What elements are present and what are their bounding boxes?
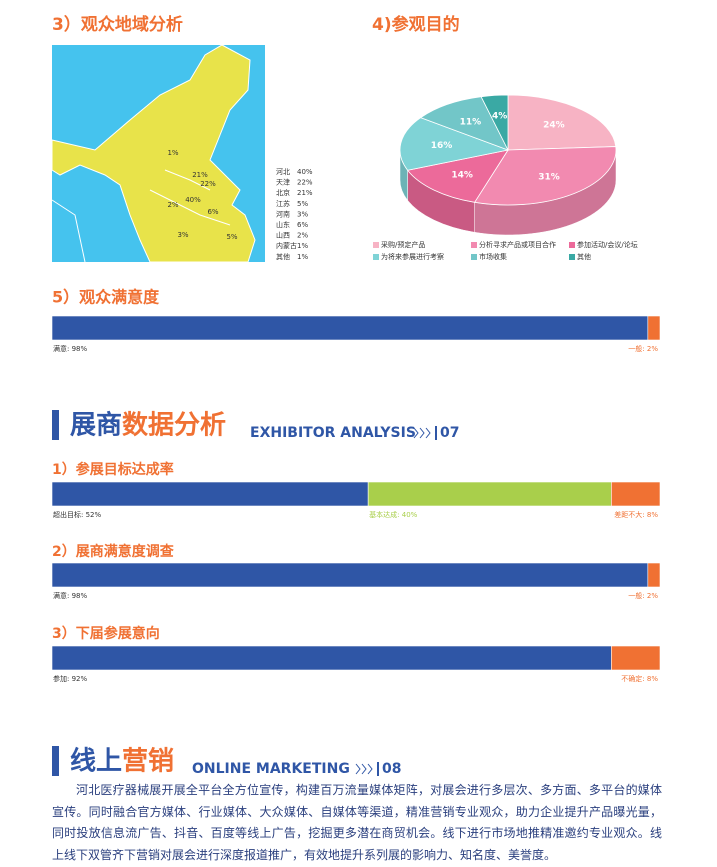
pie-label: 11% xyxy=(460,117,482,127)
bar-segment xyxy=(647,562,661,588)
heading-num: 08 xyxy=(382,761,401,777)
heading-en: EXHIBITOR ANALYSIS xyxy=(250,425,416,441)
legend-swatch xyxy=(471,254,477,260)
map-land xyxy=(51,44,256,263)
legend-name: 山西 xyxy=(276,231,290,240)
pie-slice xyxy=(480,94,509,151)
legend-swatch xyxy=(373,242,379,248)
bar-label: 不确定: 8% xyxy=(621,674,658,683)
legend-swatch xyxy=(373,254,379,260)
bar-segment xyxy=(51,315,649,341)
section-title: 4)参观目的 xyxy=(372,14,460,35)
pie-label: 14% xyxy=(451,170,473,180)
bar-label: 参加: 92% xyxy=(53,674,87,683)
legend-swatch xyxy=(471,242,477,248)
legend-name: 山东 xyxy=(276,220,290,229)
bar-segment xyxy=(647,315,661,341)
legend-label: 为将来参展进行考察 xyxy=(381,252,444,261)
pie-slice xyxy=(419,96,509,151)
legend-label: 采购/预定产品 xyxy=(381,240,425,249)
section-title: 3）观众地域分析 xyxy=(52,14,183,35)
bar-label: 满意: 98% xyxy=(53,591,87,600)
heading-bar xyxy=(52,410,59,440)
heading-main: 展商 xyxy=(70,410,122,441)
pie-label: 16% xyxy=(431,141,453,151)
legend-value: 40% xyxy=(297,168,313,176)
heading-bar xyxy=(52,746,59,776)
legend-label: 其他 xyxy=(577,252,591,261)
legend-value: 21% xyxy=(297,189,313,197)
map-label: 22% xyxy=(200,180,216,188)
pie-slice xyxy=(399,117,510,171)
bar-label: 超出目标: 52% xyxy=(53,510,101,519)
map-label: 3% xyxy=(177,231,188,239)
bar-segment xyxy=(51,481,369,507)
pie-label: 4% xyxy=(492,112,507,122)
chevrons xyxy=(355,763,373,775)
pie-slice xyxy=(406,149,509,203)
legend-name: 江苏 xyxy=(276,199,290,208)
legend-name: 北京 xyxy=(276,188,290,197)
legend-name: 河南 xyxy=(276,209,290,218)
legend-label: 市场收集 xyxy=(479,252,507,261)
section-title: 5）观众满意度 xyxy=(52,288,160,307)
legend-swatch xyxy=(569,254,575,260)
legend-swatch xyxy=(569,242,575,248)
bar-label: 一般: 2% xyxy=(628,344,658,353)
bar-segment xyxy=(51,562,649,588)
legend-name: 内蒙古 xyxy=(276,241,297,250)
legend-value: 6% xyxy=(297,221,308,229)
bar-segment xyxy=(51,645,612,671)
legend-name: 其他 xyxy=(276,252,290,261)
bar-label: 差距不大: 8% xyxy=(614,510,658,519)
legend-label: 分析寻求产品或项目合作 xyxy=(479,240,556,249)
heading-main: 线上 xyxy=(70,747,122,777)
bar-label: 基本达成: 40% xyxy=(369,510,417,519)
map-label: 2% xyxy=(167,201,178,209)
legend-name: 天津 xyxy=(276,179,290,187)
bar-segment xyxy=(611,481,661,507)
legend-value: 22% xyxy=(297,179,313,187)
legend-value: 5% xyxy=(297,200,308,208)
heading-num: 07 xyxy=(440,425,459,441)
map-label: 6% xyxy=(207,208,218,216)
legend-value: 2% xyxy=(297,232,308,240)
bar-segment xyxy=(367,481,612,507)
section-title: 1）参展目标达成率 xyxy=(52,461,174,478)
pie-label: 31% xyxy=(538,172,560,182)
legend-name: 河北 xyxy=(276,168,290,176)
pie-label: 24% xyxy=(543,121,565,131)
heading-main: 数据分析 xyxy=(122,411,226,441)
chevrons xyxy=(413,427,431,439)
map-label: 21% xyxy=(192,171,208,179)
bar-label: 满意: 98% xyxy=(53,344,87,353)
map-label: 40% xyxy=(185,196,201,204)
paragraph: 河北医疗器械展开展全平台全方位宣传，构建百万流量媒体矩阵，对展会进行多层次、多方… xyxy=(52,783,662,862)
pie-slice xyxy=(507,94,617,151)
section-title: 2）展商满意度调查 xyxy=(52,543,175,560)
map-label: 5% xyxy=(226,233,237,241)
bar-label: 一般: 2% xyxy=(628,591,658,600)
bar-segment xyxy=(611,645,661,671)
pie-slice xyxy=(473,146,617,206)
heading-en: ONLINE MARKETING xyxy=(192,761,350,777)
legend-value: 1% xyxy=(297,253,308,261)
legend-value: 1% xyxy=(297,242,308,250)
section-title: 3）下届参展意向 xyxy=(52,625,160,642)
map-label: 1% xyxy=(167,149,178,157)
legend-value: 3% xyxy=(297,210,308,218)
heading-main: 营销 xyxy=(122,747,174,777)
legend-label: 参加活动/会议/论坛 xyxy=(577,240,638,249)
map-borders xyxy=(51,169,231,263)
